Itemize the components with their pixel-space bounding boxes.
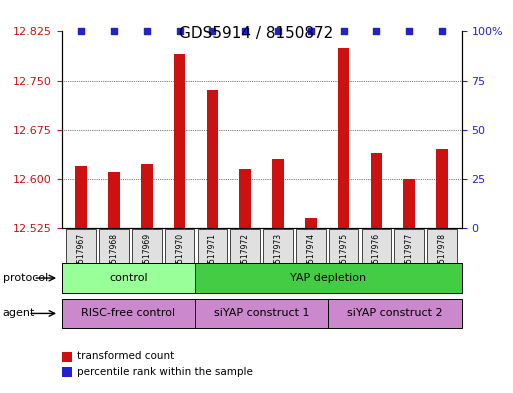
- Bar: [207, 90, 218, 228]
- Bar: [174, 54, 185, 228]
- Text: agent: agent: [3, 309, 35, 318]
- FancyBboxPatch shape: [263, 229, 293, 288]
- Bar: [305, 218, 317, 228]
- FancyBboxPatch shape: [296, 229, 326, 288]
- Bar: [371, 152, 382, 228]
- Text: transformed count: transformed count: [77, 351, 174, 362]
- Text: GSM1517974: GSM1517974: [306, 233, 315, 284]
- Point: [175, 28, 184, 35]
- FancyBboxPatch shape: [132, 229, 162, 288]
- Bar: [404, 179, 415, 228]
- Text: GSM1517976: GSM1517976: [372, 233, 381, 284]
- Point: [340, 28, 348, 35]
- Bar: [75, 166, 87, 228]
- FancyBboxPatch shape: [67, 229, 96, 288]
- Point: [110, 28, 118, 35]
- Text: GSM1517973: GSM1517973: [273, 233, 283, 284]
- Point: [274, 28, 282, 35]
- Bar: [141, 164, 152, 228]
- Text: siYAP construct 2: siYAP construct 2: [347, 309, 443, 318]
- FancyBboxPatch shape: [100, 229, 129, 288]
- Text: GSM1517969: GSM1517969: [142, 233, 151, 284]
- FancyBboxPatch shape: [230, 229, 260, 288]
- Text: GDS5914 / 8150872: GDS5914 / 8150872: [180, 26, 333, 40]
- Bar: [108, 172, 120, 228]
- Text: GSM1517975: GSM1517975: [339, 233, 348, 284]
- Text: GSM1517972: GSM1517972: [241, 233, 250, 284]
- Text: percentile rank within the sample: percentile rank within the sample: [77, 367, 253, 377]
- Text: protocol: protocol: [3, 273, 48, 283]
- Text: GSM1517971: GSM1517971: [208, 233, 217, 284]
- Bar: [272, 159, 284, 228]
- Text: RISC-free control: RISC-free control: [81, 309, 175, 318]
- FancyBboxPatch shape: [362, 229, 391, 288]
- FancyBboxPatch shape: [165, 229, 194, 288]
- Bar: [240, 169, 251, 228]
- FancyBboxPatch shape: [329, 229, 359, 288]
- Point: [208, 28, 216, 35]
- Text: siYAP construct 1: siYAP construct 1: [214, 309, 309, 318]
- FancyBboxPatch shape: [198, 229, 227, 288]
- FancyBboxPatch shape: [427, 229, 457, 288]
- Bar: [338, 48, 349, 228]
- Point: [241, 28, 249, 35]
- Point: [307, 28, 315, 35]
- Text: GSM1517970: GSM1517970: [175, 233, 184, 284]
- Text: YAP depletion: YAP depletion: [290, 273, 366, 283]
- Text: control: control: [109, 273, 148, 283]
- Text: GSM1517967: GSM1517967: [77, 233, 86, 284]
- Text: GSM1517968: GSM1517968: [110, 233, 119, 284]
- Point: [143, 28, 151, 35]
- Point: [405, 28, 413, 35]
- Text: GSM1517977: GSM1517977: [405, 233, 413, 284]
- Point: [438, 28, 446, 35]
- FancyBboxPatch shape: [394, 229, 424, 288]
- Point: [372, 28, 381, 35]
- Point: [77, 28, 85, 35]
- Text: GSM1517978: GSM1517978: [438, 233, 446, 284]
- Bar: [436, 149, 448, 228]
